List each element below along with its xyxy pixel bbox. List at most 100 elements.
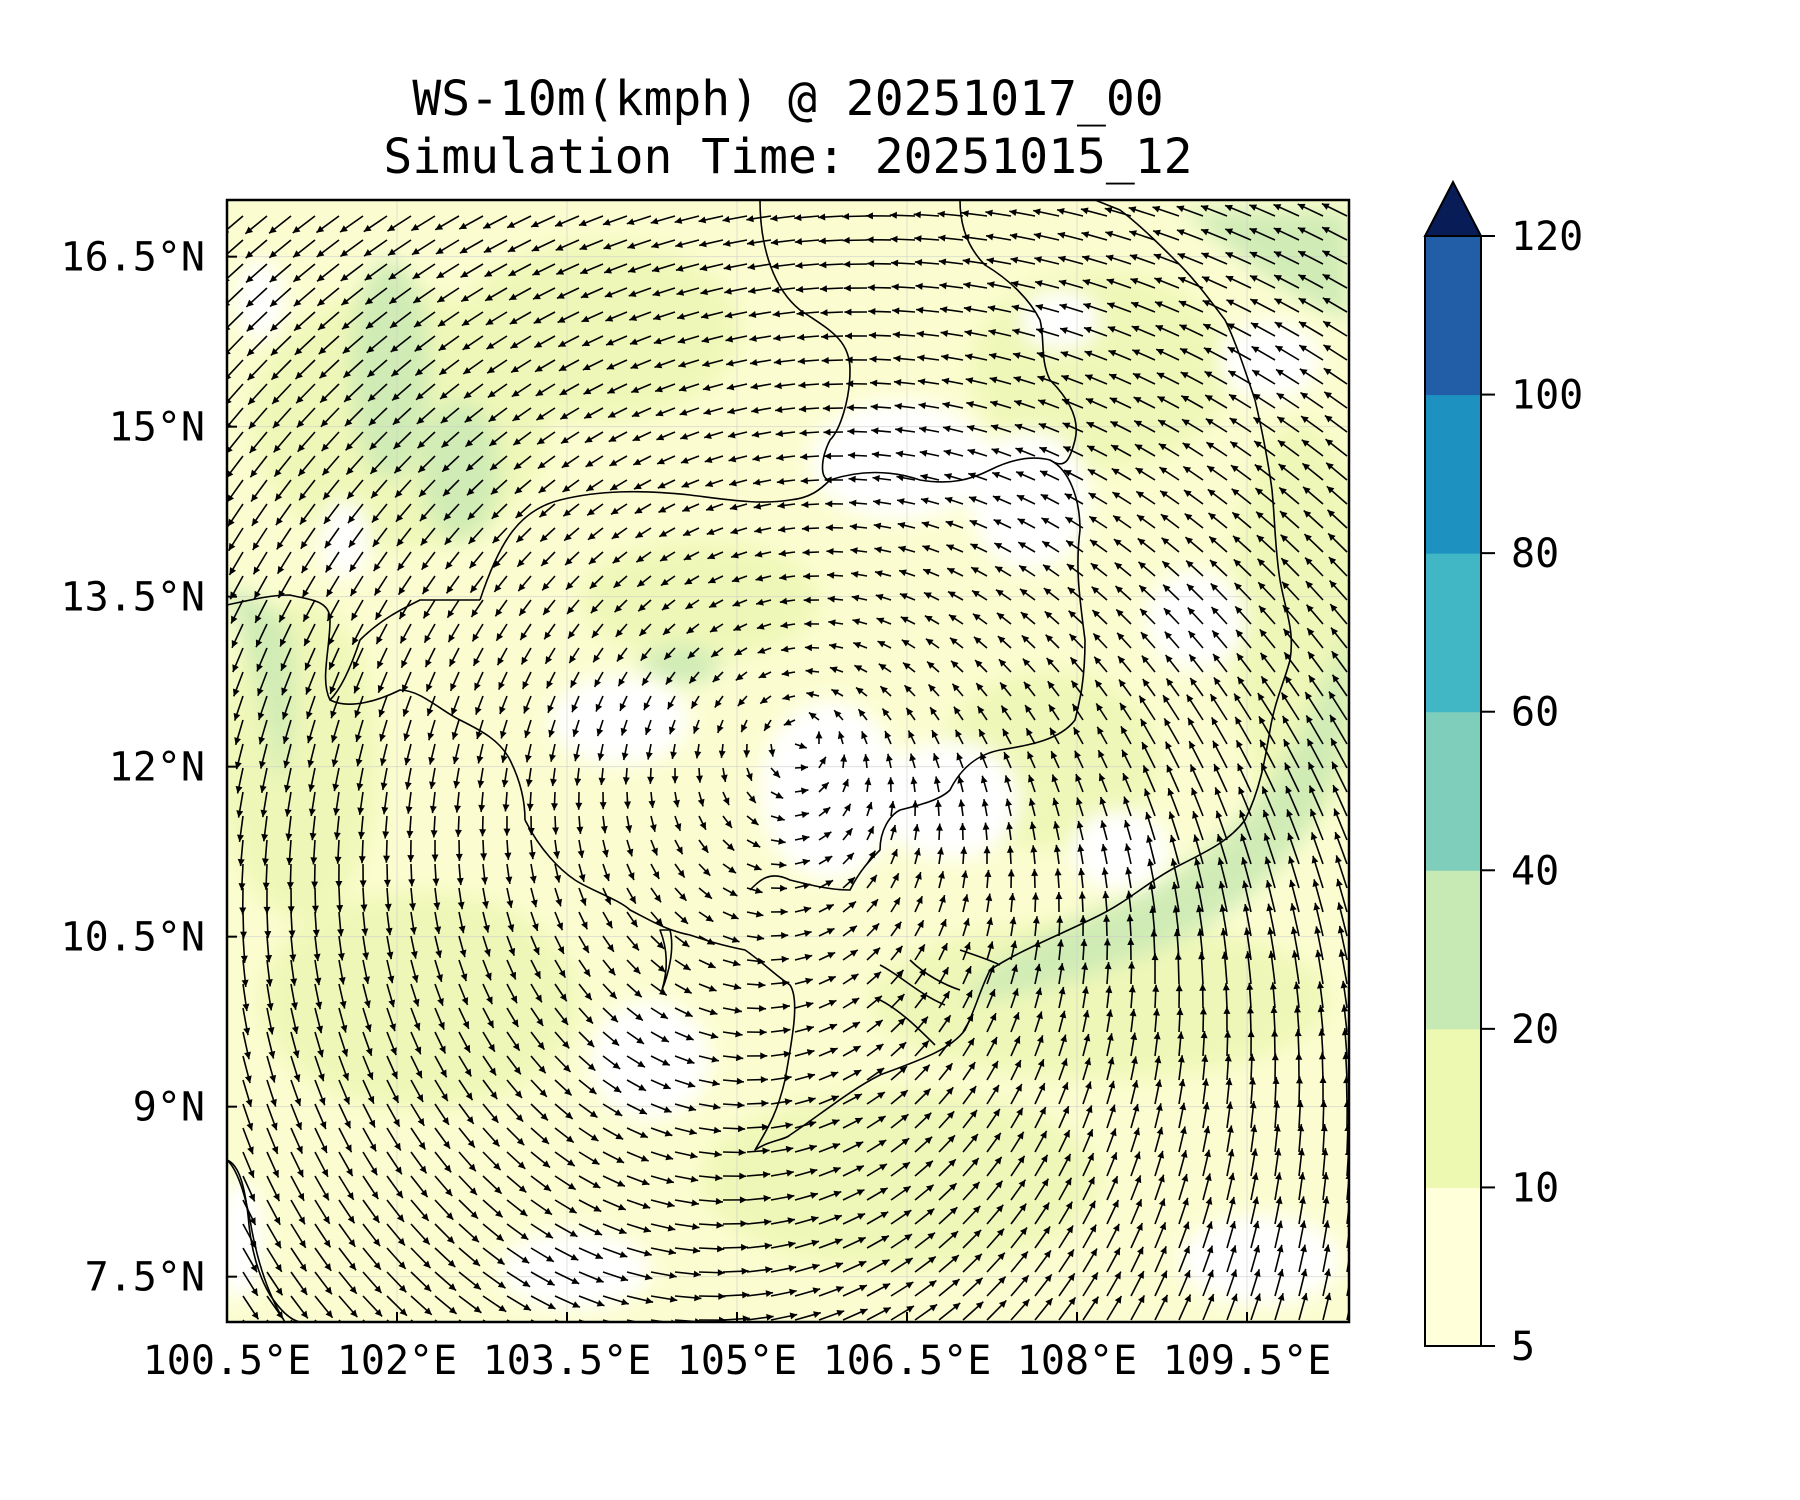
wind-arrow bbox=[554, 1271, 580, 1285]
wind-arrow bbox=[1178, 1173, 1189, 1201]
wind-arrow bbox=[1305, 604, 1324, 625]
wind-arrow bbox=[1234, 605, 1252, 625]
wind-arrow bbox=[292, 263, 316, 283]
wind-arrow bbox=[434, 959, 443, 983]
wind-arrow bbox=[242, 1127, 254, 1155]
wind-arrow bbox=[1226, 1125, 1234, 1153]
wind-arrow bbox=[648, 791, 656, 809]
wind-arrow bbox=[1010, 1179, 1027, 1201]
wind-arrow bbox=[482, 911, 490, 933]
x-tick-label: 105°E bbox=[677, 1338, 797, 1384]
wind-arrow bbox=[456, 863, 464, 886]
wind-arrow bbox=[602, 1295, 630, 1306]
wind-arrow bbox=[962, 1109, 978, 1129]
wind-arrow bbox=[847, 451, 868, 459]
wind-arrow bbox=[362, 1223, 381, 1247]
wind-arrow bbox=[506, 959, 517, 980]
wind-arrow bbox=[1156, 372, 1180, 385]
wind-arrow bbox=[227, 527, 244, 552]
wind-arrow bbox=[909, 753, 917, 769]
wind-arrow bbox=[650, 1127, 673, 1137]
wind-arrow bbox=[1106, 278, 1132, 289]
wind-arrow bbox=[582, 359, 604, 371]
wind-arrow bbox=[290, 1055, 301, 1083]
wind-arrow bbox=[776, 454, 796, 461]
wind-arrow bbox=[659, 551, 676, 562]
wind-arrow bbox=[290, 1199, 306, 1225]
wind-arrow bbox=[1302, 486, 1324, 505]
wind-arrow bbox=[942, 425, 964, 433]
wind-arrow bbox=[362, 1151, 378, 1176]
wind-arrow bbox=[597, 743, 605, 761]
wind-arrow bbox=[1153, 253, 1180, 265]
wind-arrow bbox=[1335, 855, 1348, 889]
wind-arrow bbox=[479, 815, 487, 837]
wind-arrow bbox=[373, 575, 388, 596]
wind-arrow bbox=[889, 211, 916, 219]
wind-arrow bbox=[801, 501, 820, 509]
wind-arrow bbox=[477, 767, 485, 788]
wind-arrow bbox=[965, 377, 988, 385]
wind-arrow bbox=[802, 548, 820, 556]
colorbar-tick-label: 40 bbox=[1511, 848, 1559, 894]
wind-arrow bbox=[554, 1079, 573, 1097]
wind-arrow bbox=[763, 719, 772, 732]
wind-arrow bbox=[266, 1127, 279, 1155]
wind-arrow bbox=[592, 647, 604, 663]
wind-arrow bbox=[1084, 374, 1108, 385]
wind-arrow bbox=[1226, 1220, 1237, 1249]
wind-arrow bbox=[409, 887, 417, 911]
wind-arrow bbox=[602, 1007, 619, 1023]
wind-arrow bbox=[1100, 843, 1108, 865]
wind-arrow bbox=[395, 503, 412, 523]
wind-arrow bbox=[290, 1031, 300, 1059]
wind-arrow bbox=[941, 353, 964, 361]
wind-arrow bbox=[770, 814, 785, 822]
wind-arrow bbox=[434, 1295, 458, 1315]
wind-arrow bbox=[984, 869, 992, 889]
wind-arrow bbox=[1033, 939, 1041, 961]
wind-arrow bbox=[953, 706, 964, 721]
wind-arrow bbox=[626, 983, 643, 998]
wind-arrow bbox=[992, 495, 1012, 505]
wind-arrow bbox=[626, 1007, 644, 1022]
wind-arrow bbox=[770, 1288, 797, 1297]
wind-arrow bbox=[866, 947, 881, 961]
wind-arrow bbox=[770, 214, 796, 222]
wind-arrow bbox=[458, 1055, 472, 1077]
wind-arrow bbox=[626, 1295, 654, 1304]
wind-arrow bbox=[847, 428, 868, 436]
wind-arrow bbox=[1114, 561, 1132, 577]
wind-arrow bbox=[1101, 867, 1109, 889]
wind-arrow bbox=[634, 503, 652, 515]
wind-arrow bbox=[1174, 952, 1182, 985]
wind-arrow bbox=[818, 903, 835, 913]
wind-arrow bbox=[1058, 1105, 1070, 1129]
wind-arrow bbox=[340, 287, 364, 306]
wind-arrow bbox=[1082, 1224, 1097, 1249]
wind-arrow bbox=[718, 743, 726, 758]
wind-arrow bbox=[1285, 785, 1300, 817]
colorbar-extend-max bbox=[1423, 179, 1483, 237]
wind-arrow bbox=[1329, 603, 1348, 625]
wind-arrow bbox=[1250, 1220, 1260, 1249]
wind-arrow bbox=[1258, 605, 1276, 625]
wind-arrow bbox=[315, 215, 340, 234]
wind-arrow bbox=[362, 983, 371, 1009]
wind-arrow bbox=[434, 1175, 453, 1197]
wind-arrow bbox=[1170, 858, 1180, 889]
wind-arrow bbox=[536, 431, 556, 445]
wind-arrow bbox=[530, 1199, 553, 1216]
wind-arrow bbox=[257, 671, 268, 697]
wind-arrow bbox=[264, 911, 272, 939]
wind-arrow bbox=[722, 1125, 746, 1133]
wind-arrow bbox=[429, 767, 436, 790]
wind-arrow bbox=[706, 527, 724, 536]
wind-arrow bbox=[290, 983, 298, 1010]
wind-arrow bbox=[698, 1007, 718, 1016]
wind-arrow bbox=[1261, 786, 1276, 817]
wind-arrow bbox=[852, 618, 868, 626]
wind-arrow bbox=[650, 1199, 675, 1208]
wind-arrow bbox=[722, 1172, 747, 1180]
wind-arrow bbox=[1106, 1271, 1122, 1297]
